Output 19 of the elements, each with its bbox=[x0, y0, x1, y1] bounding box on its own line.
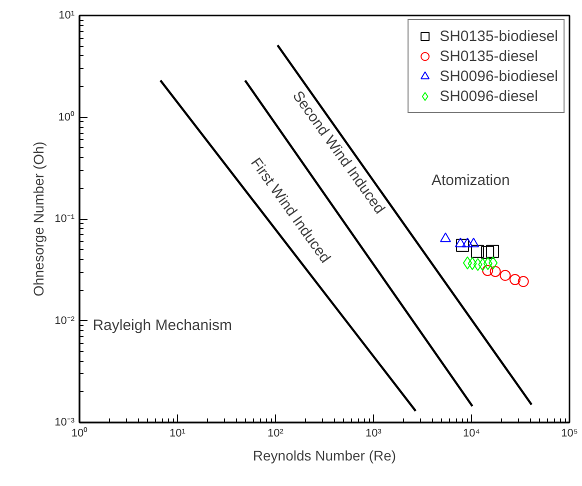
x-tick-label: 10³ bbox=[366, 428, 382, 440]
y-tick-label: 10⁰ bbox=[58, 110, 75, 124]
x-tick-label: 10⁰ bbox=[71, 426, 88, 440]
x-tick-label: 10¹ bbox=[170, 428, 186, 440]
legend-label: SH0135-biodiesel bbox=[440, 28, 558, 44]
y-tick-label: 10⁻¹ bbox=[54, 213, 75, 225]
x-tick-label: 10⁵ bbox=[561, 428, 578, 440]
y-tick-label: 10⁻³ bbox=[54, 416, 75, 428]
annotation: Rayleigh Mechanism bbox=[92, 316, 232, 334]
x-tick-label: 10² bbox=[268, 428, 284, 440]
legend-label: SH0096-biodiesel bbox=[440, 68, 558, 84]
legend-label: SH0096-diesel bbox=[440, 88, 538, 104]
y-tick-label: 10¹ bbox=[58, 10, 75, 22]
annotation: Atomization bbox=[431, 172, 510, 189]
x-tick-label: 10⁴ bbox=[463, 428, 480, 440]
x-axis-title: Reynolds Number (Re) bbox=[252, 448, 396, 464]
y-axis-title: Ohnesorge Number (Oh) bbox=[30, 142, 47, 296]
legend-label: SH0135-diesel bbox=[440, 48, 538, 64]
y-tick-label: 10⁻² bbox=[54, 314, 75, 327]
